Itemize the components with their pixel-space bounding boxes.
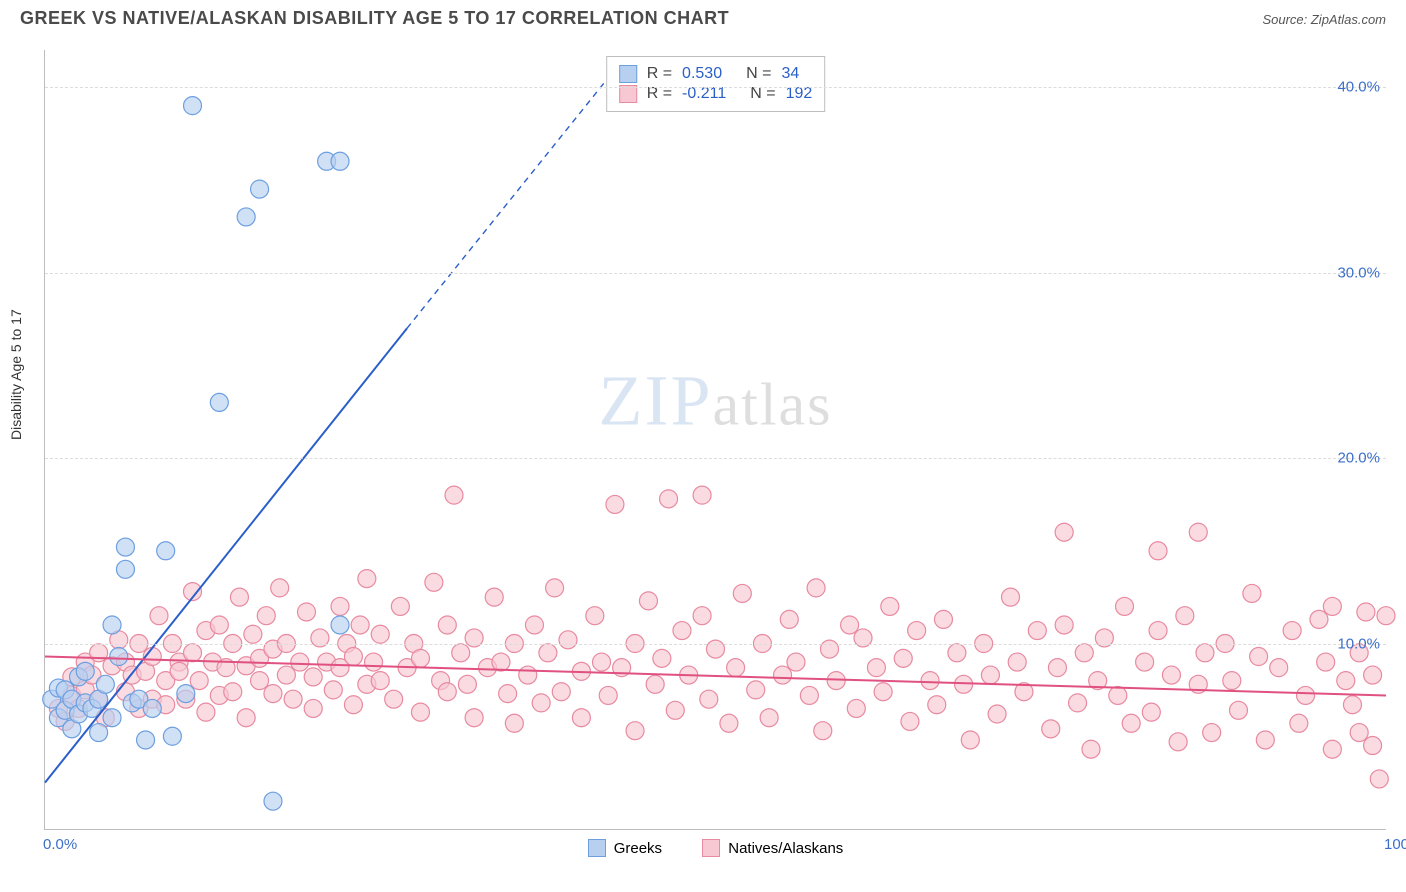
- legend-swatch-greeks: [588, 839, 606, 857]
- legend-item-natives: Natives/Alaskans: [702, 839, 843, 857]
- legend-swatch-natives: [702, 839, 720, 857]
- plot-area: ZIPatlas R = 0.530 N = 34 R = -0.211 N =…: [44, 50, 1386, 830]
- legend-item-greeks: Greeks: [588, 839, 662, 857]
- r-value-greeks: 0.530: [682, 65, 722, 83]
- y-tick-label: 10.0%: [1337, 635, 1380, 652]
- y-tick-label: 40.0%: [1337, 79, 1380, 96]
- x-tick-label: 0.0%: [43, 836, 77, 853]
- swatch-greeks: [619, 65, 637, 83]
- stats-row-greeks: R = 0.530 N = 34: [619, 65, 813, 83]
- chart-title: GREEK VS NATIVE/ALASKAN DISABILITY AGE 5…: [20, 8, 729, 29]
- x-tick-label: 100.0%: [1384, 836, 1406, 853]
- n-value-greeks: 34: [781, 65, 799, 83]
- correlation-stats-box: R = 0.530 N = 34 R = -0.211 N = 192: [606, 56, 826, 112]
- source-attribution: Source: ZipAtlas.com: [1262, 12, 1386, 27]
- legend: Greeks Natives/Alaskans: [45, 839, 1386, 861]
- y-tick-label: 30.0%: [1337, 264, 1380, 281]
- y-axis-label: Disability Age 5 to 17: [8, 309, 24, 440]
- scatter-svg: [45, 50, 1386, 829]
- y-tick-label: 20.0%: [1337, 450, 1380, 467]
